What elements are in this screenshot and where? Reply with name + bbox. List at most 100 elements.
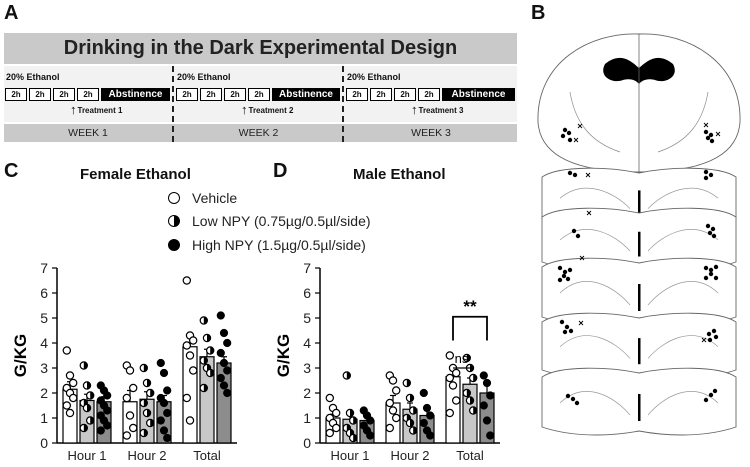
data-point xyxy=(125,366,135,375)
data-point xyxy=(388,406,398,415)
data-point xyxy=(325,428,334,438)
data-point xyxy=(448,381,458,390)
y-tick-label: 0 xyxy=(303,435,311,451)
week-ethanol-label: 20% Ethanol xyxy=(177,72,231,82)
missed-placement-mark xyxy=(573,137,579,143)
data-point-half xyxy=(203,316,208,325)
week-divider xyxy=(172,66,174,142)
injection-site-dot xyxy=(570,396,576,402)
data-point xyxy=(388,376,398,385)
week-label: WEEK 2 xyxy=(238,127,279,139)
data-point xyxy=(452,368,461,378)
data-point xyxy=(163,386,172,395)
bar-charts: 0 1 2 3 4 5 6 7 G/KG Hour 1 Hour 2 Total 0 1 2 3 4 5 6 7 G/… xyxy=(11,260,500,463)
data-point xyxy=(163,433,172,443)
data-point-half xyxy=(203,384,208,392)
treatment-marker: ↑ Treatment 3 xyxy=(411,103,463,116)
y-tick-label: 6 xyxy=(40,285,48,301)
y-tick-label: 5 xyxy=(303,310,311,326)
data-point xyxy=(426,431,435,440)
significance-label: ** xyxy=(463,297,477,316)
data-point-half xyxy=(413,426,417,435)
injection-site-dot xyxy=(557,265,563,271)
missed-placement-mark xyxy=(578,320,584,326)
data-point-half xyxy=(90,416,94,425)
data-point-half xyxy=(90,391,94,400)
data-point xyxy=(185,351,195,360)
female-chart-title: Female Ethanol xyxy=(80,166,191,183)
week-label: WEEK 3 xyxy=(411,127,451,139)
injection-site-dot xyxy=(707,230,713,236)
data-point xyxy=(65,371,75,380)
data-point-half xyxy=(150,419,154,427)
data-point xyxy=(128,383,138,393)
male-ethanol-chart: 0 1 2 3 4 5 6 7 G/KG Hour 1 Hour 2 Total ns ** xyxy=(274,260,500,463)
y-tick-label: 1 xyxy=(40,410,48,426)
week-divider xyxy=(342,66,344,142)
session-box: 2h xyxy=(370,88,392,101)
abstinence-box: Abstinence xyxy=(272,88,340,101)
data-point-half xyxy=(210,346,214,355)
abstinence-box: Abstinence xyxy=(101,88,170,101)
session-box: 2h xyxy=(200,88,222,101)
data-point xyxy=(445,351,454,360)
injection-site-dot xyxy=(712,388,718,394)
week-label: WEEK 1 xyxy=(68,127,108,139)
y-tick-label: 7 xyxy=(303,260,311,276)
data-point xyxy=(223,388,232,398)
y-axis-label: G/KG xyxy=(11,334,30,377)
panel-letter-b: B xyxy=(531,2,546,24)
y-tick-label: 2 xyxy=(303,385,311,401)
midline-ventricle xyxy=(638,284,641,311)
injection-site-dot xyxy=(708,271,714,277)
y-tick-label: 1 xyxy=(303,410,311,426)
injection-site-dot xyxy=(710,226,716,232)
data-point-half xyxy=(87,404,91,412)
data-point xyxy=(223,366,232,375)
injection-site-dot xyxy=(560,133,566,139)
panel-letter-a: A xyxy=(4,2,19,24)
data-point xyxy=(392,413,401,423)
data-point xyxy=(486,391,495,400)
midline-ventricle xyxy=(638,231,641,257)
data-point xyxy=(156,416,165,425)
week-bar xyxy=(4,124,517,142)
data-point-half xyxy=(413,406,417,415)
week-ethanol-label: 20% Ethanol xyxy=(347,72,401,82)
treatment-marker: ↑ Treatment 1 xyxy=(70,103,122,116)
data-point xyxy=(122,393,132,403)
data-point-half xyxy=(410,394,414,402)
data-point-half xyxy=(147,379,151,387)
injection-site-dot xyxy=(705,223,711,229)
midline-ventricle xyxy=(638,190,641,214)
data-point xyxy=(216,311,225,320)
data-point xyxy=(163,408,172,418)
data-point xyxy=(445,373,454,383)
data-point xyxy=(219,381,229,390)
data-point-half xyxy=(353,416,357,425)
data-point xyxy=(216,373,225,383)
y-tick-label: 4 xyxy=(40,335,48,351)
x-tick-label: Hour 1 xyxy=(330,448,369,463)
data-point-half xyxy=(466,389,471,397)
injection-site-dot xyxy=(566,130,572,136)
data-point xyxy=(103,421,112,430)
x-tick-label: Hour 1 xyxy=(67,448,106,463)
data-point xyxy=(385,398,394,408)
injection-site-dot xyxy=(561,273,567,279)
data-point-half xyxy=(466,354,471,362)
midline-ventricle xyxy=(638,394,641,421)
data-point-half xyxy=(210,369,214,377)
y-tick-label: 2 xyxy=(40,385,48,401)
data-point xyxy=(103,406,112,415)
data-point xyxy=(216,348,225,358)
data-point xyxy=(426,411,435,420)
data-point-half xyxy=(350,409,354,417)
y-tick-label: 3 xyxy=(303,360,311,376)
data-point xyxy=(182,276,191,285)
data-point xyxy=(332,408,341,418)
injection-site-dot xyxy=(568,328,574,334)
session-box: 2h xyxy=(248,88,270,101)
data-point xyxy=(128,423,138,433)
legend-label: High NPY (1.5µg/0.5µl/side) xyxy=(192,237,366,253)
